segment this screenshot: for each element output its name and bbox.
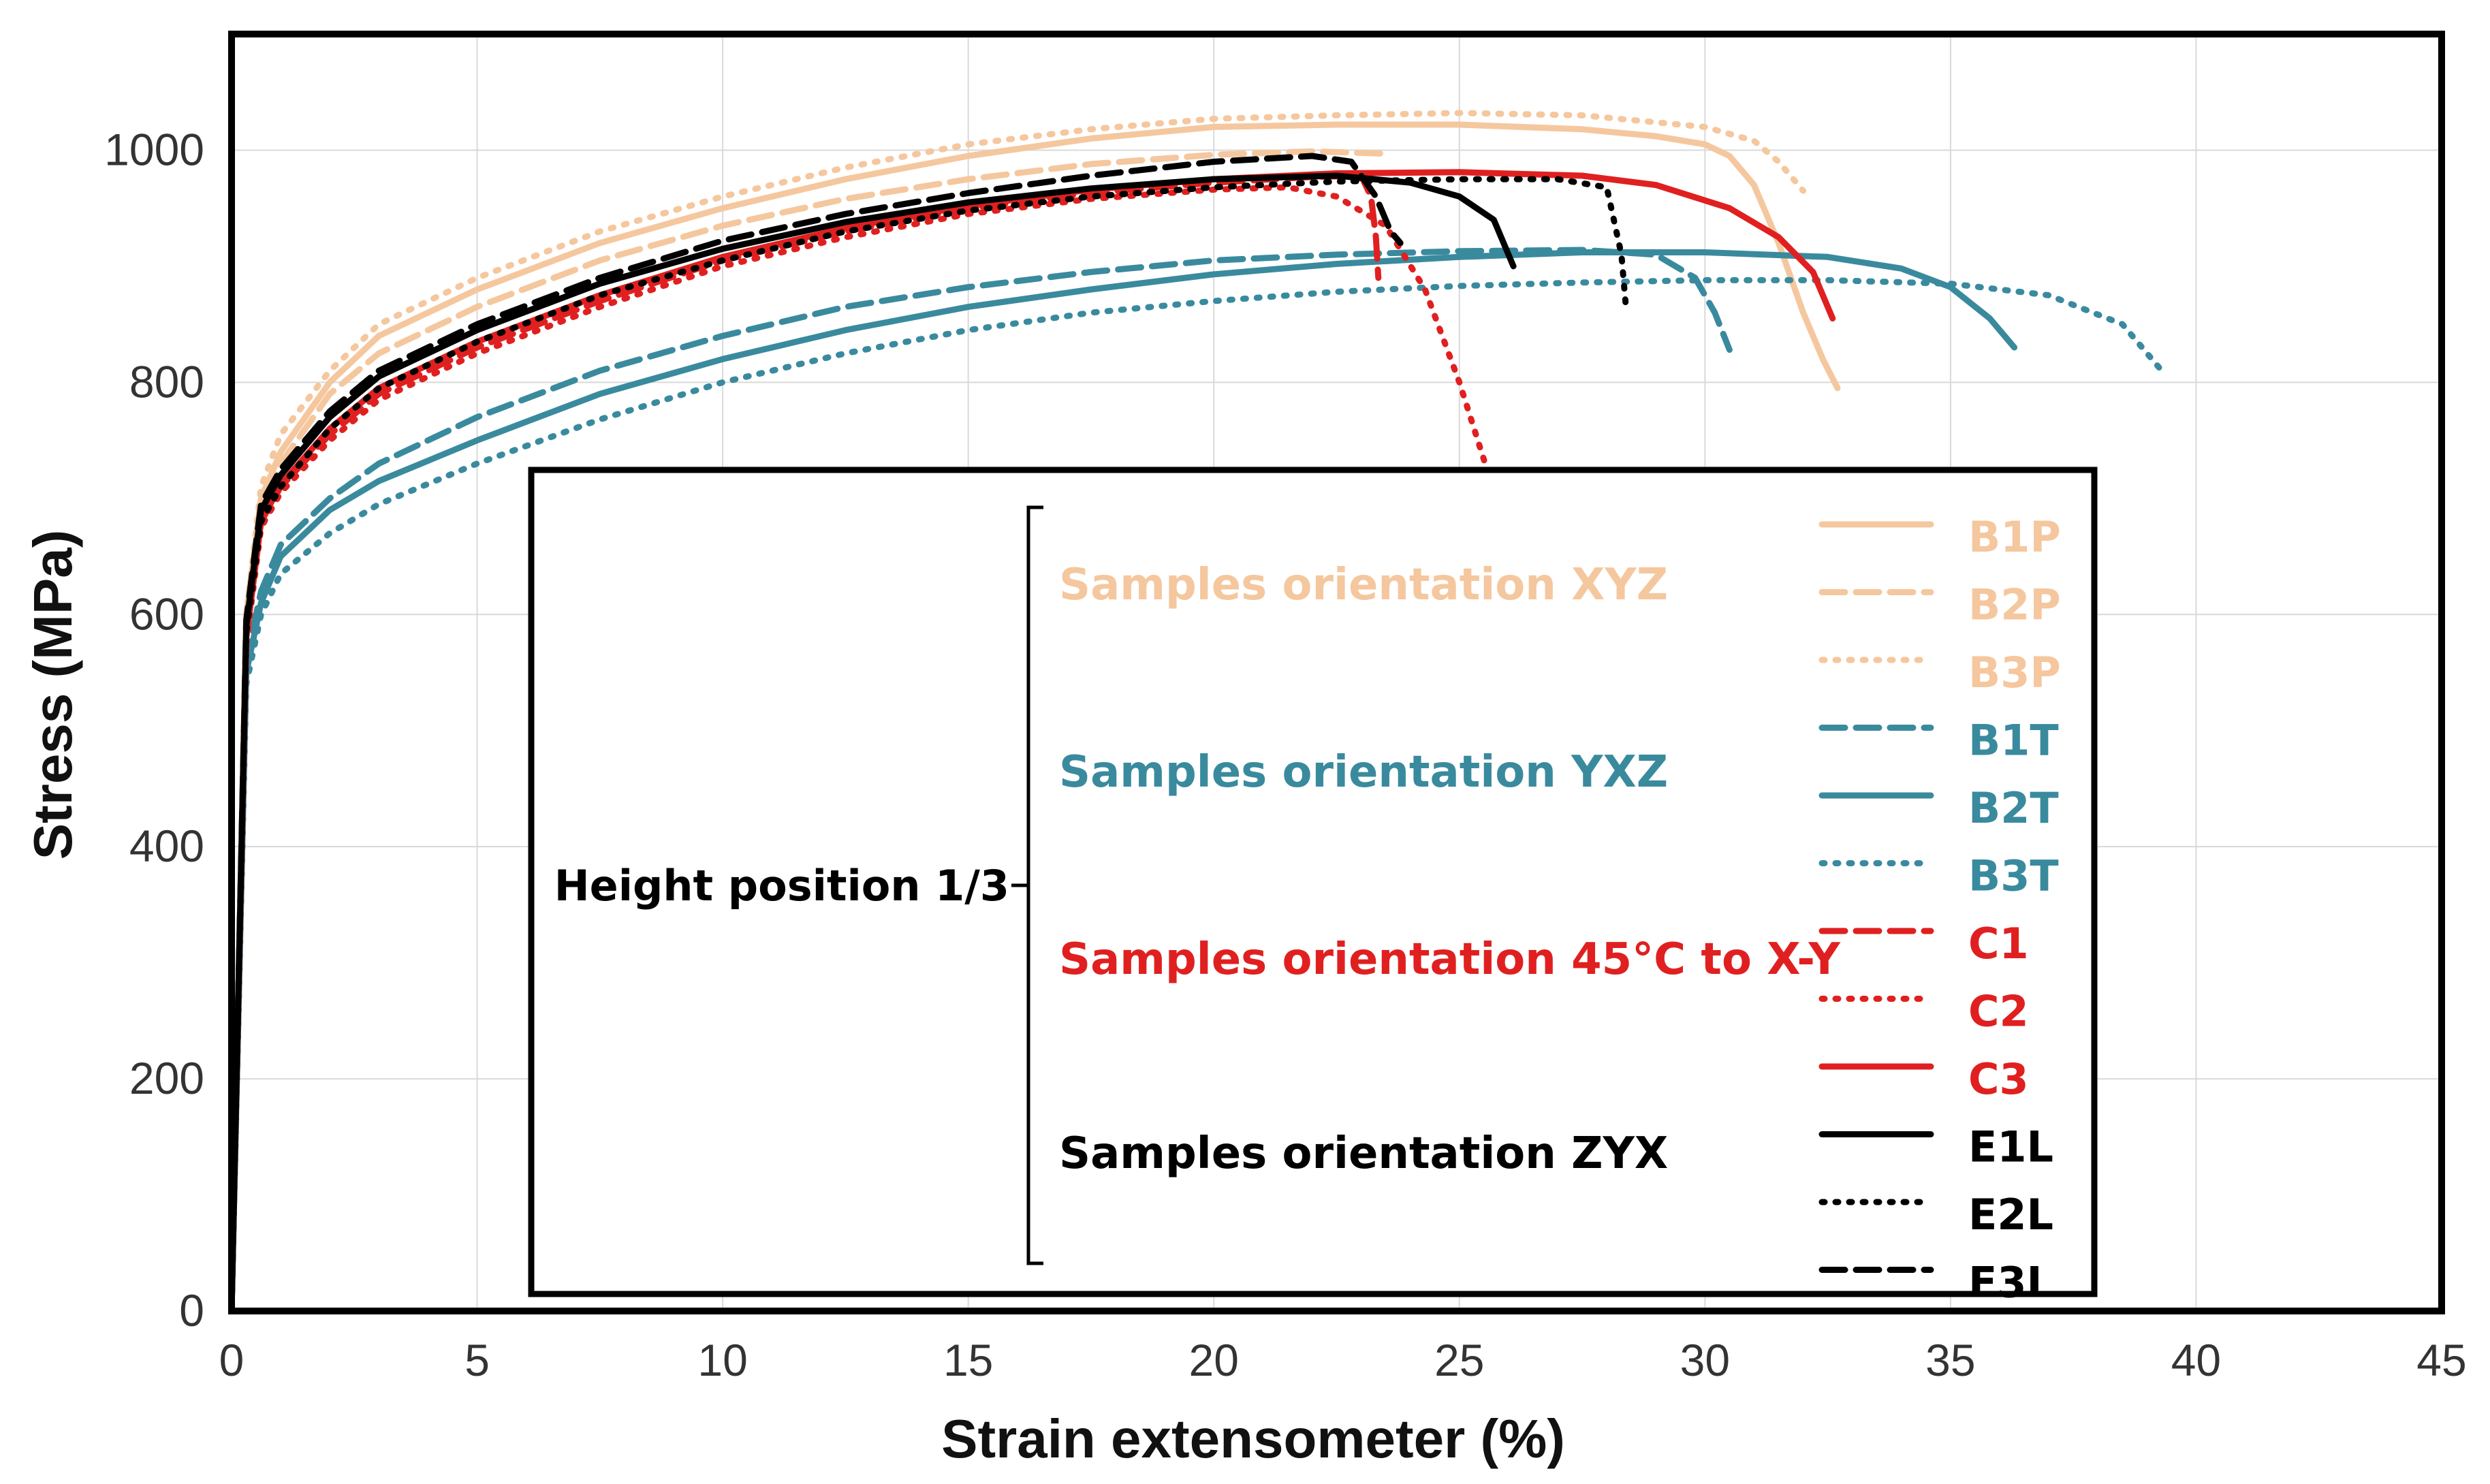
x-axis-title: Strain extensometer (%) bbox=[941, 1408, 1565, 1469]
x-tick-label: 20 bbox=[1189, 1335, 1239, 1385]
legend-label-b3t: B3T bbox=[1968, 851, 2059, 901]
y-tick-label: 200 bbox=[129, 1053, 204, 1103]
legend-group-label: Samples orientation ZYX bbox=[1059, 1128, 1668, 1179]
legend-label-e2l: E2L bbox=[1968, 1190, 2053, 1240]
series-lines bbox=[228, 110, 2165, 1314]
x-axis-ticks: 0 5 10 15 20 25 30 35 40 45 bbox=[219, 1335, 2467, 1385]
legend: Height position 1/3 Samples orientation X… bbox=[528, 467, 2098, 1308]
legend-label-b3p: B3P bbox=[1968, 648, 2061, 697]
series-line-b3p bbox=[228, 110, 1807, 1314]
y-tick-label: 0 bbox=[179, 1285, 204, 1336]
series-line-b2t bbox=[228, 249, 2018, 1314]
x-tick-label: 35 bbox=[1925, 1335, 1975, 1385]
series-line-b1p bbox=[228, 121, 1841, 1314]
y-axis-title: Stress (MPa) bbox=[22, 530, 83, 860]
legend-label-b1p: B1P bbox=[1968, 512, 2061, 562]
series-line-e2l bbox=[228, 176, 1630, 1314]
legend-box bbox=[528, 467, 2098, 1297]
legend-label-c2: C2 bbox=[1968, 987, 2029, 1037]
x-tick-label: 40 bbox=[2171, 1335, 2221, 1385]
y-tick-label: 400 bbox=[129, 821, 204, 871]
x-tick-label: 45 bbox=[2416, 1335, 2466, 1385]
series-line-e3l bbox=[228, 153, 1404, 1314]
plot-border bbox=[228, 31, 2445, 1314]
y-tick-label: 1000 bbox=[104, 124, 204, 174]
series-line-b3t bbox=[228, 277, 2165, 1314]
legend-label-b2t: B2T bbox=[1968, 783, 2059, 833]
legend-label-e3l: E3L bbox=[1968, 1258, 2053, 1308]
legend-label-c3: C3 bbox=[1968, 1054, 2029, 1104]
y-tick-label: 600 bbox=[129, 588, 204, 639]
legend-label-b2p: B2P bbox=[1968, 580, 2061, 630]
x-tick-label: 15 bbox=[943, 1335, 993, 1385]
legend-group-label: Samples orientation YXZ bbox=[1059, 747, 1668, 798]
legend-label-e1l: E1L bbox=[1968, 1122, 2053, 1172]
x-tick-label: 25 bbox=[1434, 1335, 1484, 1385]
plot-frame bbox=[228, 31, 2445, 1314]
x-tick-label: 30 bbox=[1680, 1335, 1730, 1385]
legend-bracket-label: Height position 1/3 bbox=[554, 861, 1009, 911]
x-tick-label: 10 bbox=[697, 1335, 747, 1385]
legend-group-label: Samples orientation XYZ bbox=[1059, 560, 1668, 610]
y-tick-label: 800 bbox=[129, 356, 204, 407]
legend-label-c1: C1 bbox=[1968, 919, 2029, 968]
legend-label-b1t: B1T bbox=[1968, 716, 2059, 765]
legend-group-label: Samples orientation 45°C to X-Y bbox=[1059, 934, 1841, 985]
x-tick-label: 0 bbox=[219, 1335, 245, 1385]
y-axis-ticks: 0 200 400 600 800 1000 bbox=[104, 124, 204, 1336]
x-tick-label: 5 bbox=[464, 1335, 490, 1385]
legend-bracket bbox=[1011, 505, 1043, 1265]
